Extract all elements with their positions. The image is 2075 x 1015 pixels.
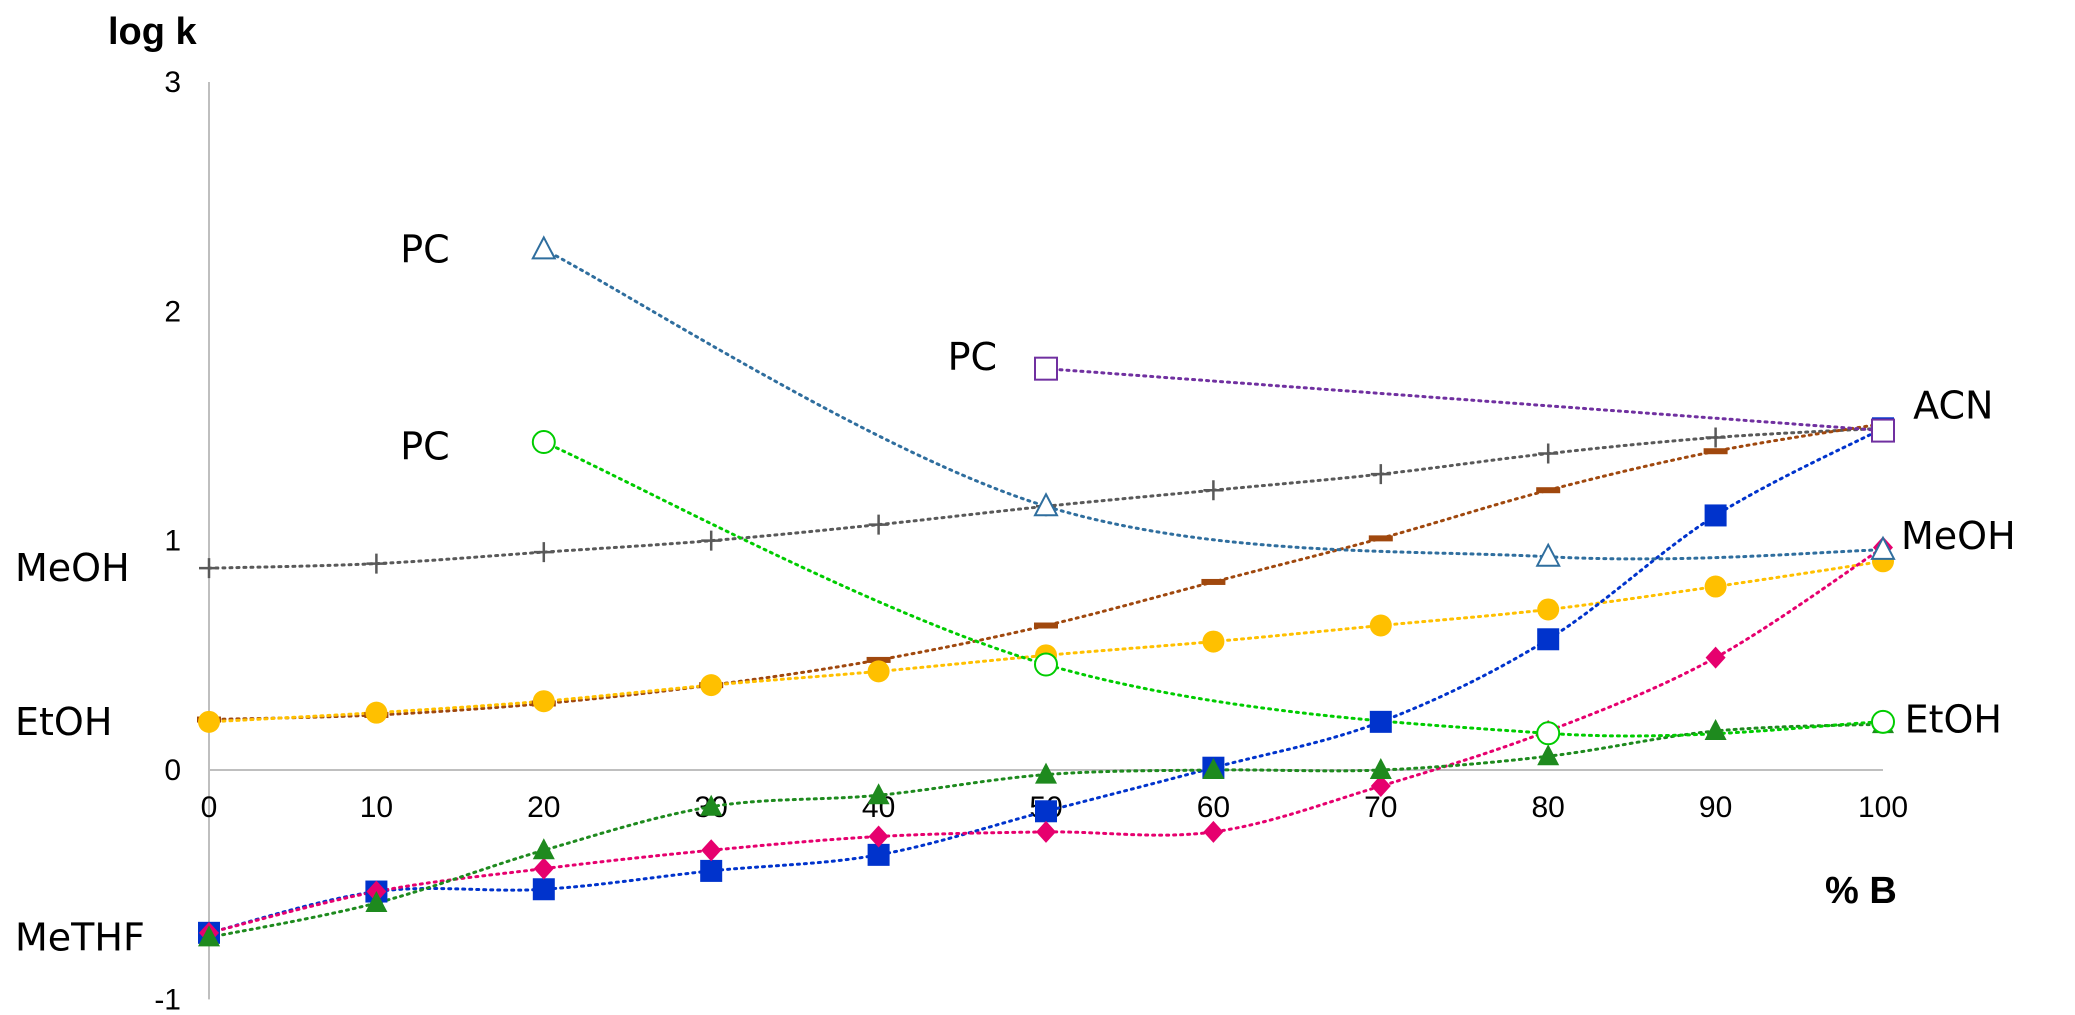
data-point-circle — [365, 701, 388, 724]
annotation-label: ACN — [1913, 383, 1993, 427]
annotation-label: EtOH — [1905, 698, 2002, 742]
data-point-dash — [1703, 448, 1728, 455]
data-point-dash — [1201, 578, 1226, 585]
data-point-circle — [1537, 598, 1560, 621]
x-tick-label: 80 — [1532, 791, 1565, 824]
annotation-label: PC — [400, 425, 449, 469]
data-point-plus — [1370, 464, 1391, 485]
data-point-plus — [1538, 443, 1559, 464]
data-point-triangle — [867, 783, 890, 805]
data-point-dash — [866, 656, 891, 663]
data-point-square — [1704, 504, 1727, 527]
data-point-diamond — [1203, 820, 1224, 843]
data-point-plus — [1705, 427, 1726, 448]
y-tick-label: 1 — [164, 525, 181, 558]
data-point-diamond — [533, 857, 554, 880]
data-point-triangle — [532, 838, 555, 860]
data-point-triangle — [365, 891, 388, 913]
data-point-open-triangle — [1535, 542, 1561, 567]
data-point-square — [867, 843, 890, 866]
data-point-triangle — [1035, 762, 1057, 784]
data-point-dash — [1536, 487, 1561, 494]
y-tick-label: 3 — [164, 66, 181, 99]
data-point-triangle — [1202, 758, 1225, 779]
x-tick-label: 60 — [1197, 791, 1230, 824]
x-tick-label: 20 — [527, 791, 560, 824]
data-point-circle — [198, 710, 220, 733]
annotation-label: PC — [400, 227, 449, 271]
annotation-label: MeOH — [1901, 514, 2016, 558]
x-tick-label: 0 — [201, 791, 218, 824]
data-point-dash — [1368, 535, 1393, 542]
y-tick-label: -1 — [154, 983, 181, 1015]
data-point-circle — [1202, 630, 1225, 653]
series-trendline — [207, 426, 1885, 935]
annotations: PC PC PC ACN MeOH EtOH MeOH EtOH MeTHF — [15, 227, 2016, 959]
data-point-square — [1369, 710, 1392, 733]
data-point-triangle — [1704, 719, 1727, 741]
data-point-plus — [366, 553, 387, 574]
data-point-diamond — [1036, 820, 1056, 843]
data-point-open-square — [1034, 356, 1058, 381]
x-axis-title: % B — [1825, 870, 1897, 912]
data-point-plus — [199, 558, 219, 579]
data-point-plus — [1203, 480, 1224, 501]
data-point-circle — [700, 674, 723, 697]
data-point-open-circle — [1536, 721, 1561, 746]
data-point-plus — [868, 514, 889, 535]
annotation-label: MeOH — [15, 546, 130, 590]
data-point-dash — [1034, 622, 1058, 629]
data-point-square — [1537, 628, 1560, 651]
data-point-plus — [701, 530, 722, 551]
data-point-open-circle — [1034, 652, 1058, 677]
data-point-open-circle — [531, 430, 556, 455]
data-point-circle — [867, 660, 890, 683]
data-point-diamond — [868, 825, 889, 848]
data-point-triangle — [198, 925, 220, 947]
data-point-circle — [1704, 575, 1727, 598]
data-point-diamond — [701, 839, 722, 862]
x-tick-label: 100 — [1858, 791, 1908, 824]
x-tick-label: 90 — [1699, 791, 1732, 824]
series-trendline — [207, 546, 1885, 935]
series-trendline — [542, 247, 1885, 561]
data-point-open-square — [1871, 418, 1895, 443]
data-point-triangle — [700, 794, 723, 816]
annotation-label: PC — [948, 335, 997, 379]
data-point-open-triangle — [531, 235, 557, 260]
data-point-open-circle — [1871, 709, 1895, 734]
axes: log k % B — [108, 11, 1897, 1000]
data-point-square — [532, 878, 555, 901]
y-axis-title: log k — [108, 11, 198, 53]
data-point-open-triangle — [1033, 492, 1059, 517]
data-point-diamond — [1705, 646, 1726, 669]
data-point-circle — [1369, 614, 1392, 637]
data-point-plus — [533, 542, 554, 563]
data-point-triangle — [1369, 758, 1392, 779]
annotation-label: EtOH — [15, 700, 112, 744]
y-tick-label: 2 — [164, 295, 181, 328]
series-trendline — [207, 559, 1885, 724]
series-trendline — [1044, 367, 1885, 433]
x-tick-label: 10 — [360, 791, 393, 824]
y-tick-label: 0 — [164, 754, 181, 787]
data-point-circle — [532, 690, 555, 713]
data-point-open-triangle — [1870, 535, 1896, 560]
annotation-label: MeTHF — [15, 915, 145, 959]
data-point-square — [1035, 800, 1057, 823]
series-markers — [197, 235, 1896, 947]
data-point-diamond — [1370, 775, 1391, 798]
data-point-triangle — [1537, 744, 1560, 766]
data-point-square — [700, 859, 723, 882]
